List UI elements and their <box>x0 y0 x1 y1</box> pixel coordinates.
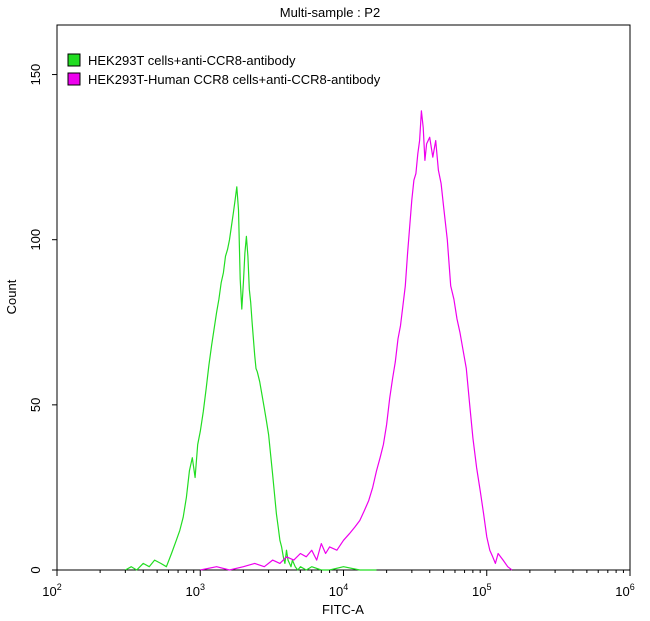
legend-swatch <box>67 72 81 86</box>
axis-layer: 0 50 100 150 102 103 104 105 106 <box>28 64 635 599</box>
chart-title: Multi-sample : P2 <box>280 5 380 20</box>
x-tick-label: 103 <box>186 582 205 599</box>
y-axis-label: Count <box>4 279 19 314</box>
x-tick-label: 102 <box>42 582 61 599</box>
x-tick-label: 106 <box>615 582 634 599</box>
y-tick-label: 50 <box>28 398 43 412</box>
y-tick-label: 100 <box>28 229 43 251</box>
legend-label: HEK293T cells+anti-CCR8-antibody <box>88 53 296 68</box>
y-tick-label: 0 <box>28 566 43 573</box>
series-line-1 <box>200 110 513 571</box>
series-layer <box>125 110 513 571</box>
x-axis-label: FITC-A <box>322 602 364 617</box>
y-tick-label: 150 <box>28 64 43 86</box>
x-tick-label: 104 <box>329 582 348 599</box>
legend: HEK293T cells+anti-CCR8-antibody HEK293T… <box>67 53 381 87</box>
x-tick-label: 105 <box>472 582 491 599</box>
legend-swatch <box>67 53 81 67</box>
series-line-0 <box>125 186 377 571</box>
plot-area <box>56 24 631 571</box>
legend-label: HEK293T-Human CCR8 cells+anti-CCR8-antib… <box>88 72 381 87</box>
